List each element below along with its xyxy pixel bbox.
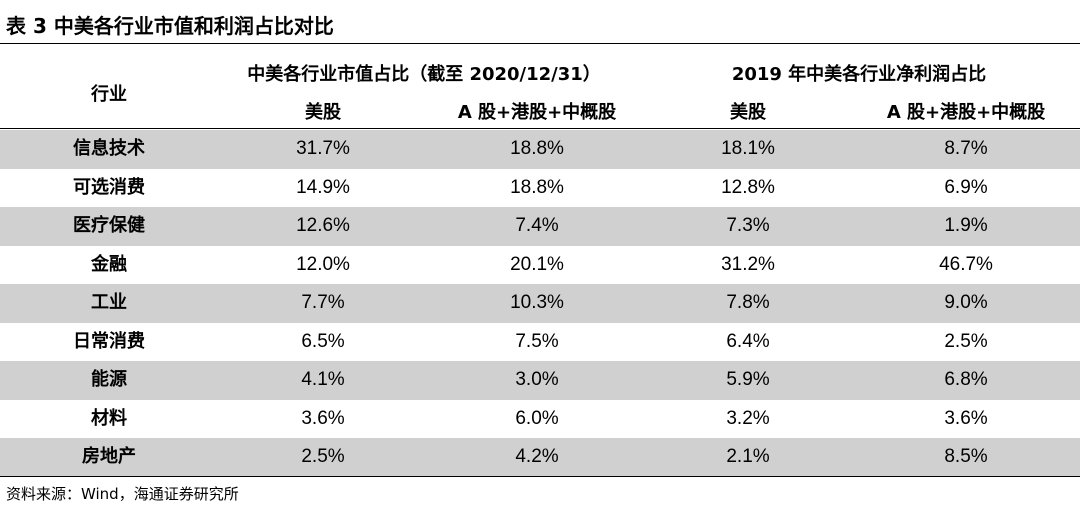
- cn-market-cap-share: 6.0%: [515, 407, 559, 429]
- table-row: 材料 3.6% 6.0% 3.2% 3.6%: [0, 400, 1080, 439]
- cn-net-profit-share: 9.0%: [944, 292, 988, 313]
- industry-name: 金融: [91, 253, 127, 275]
- industry-name: 能源: [91, 369, 127, 390]
- industry-name: 房地产: [82, 446, 136, 467]
- cn-net-profit-share: 8.5%: [944, 446, 988, 467]
- table-row: 金融 12.0% 20.1% 31.2% 46.7%: [0, 246, 1080, 285]
- table-row: 房地产 2.5% 4.2% 2.1% 8.5%: [0, 438, 1080, 477]
- us-market-cap-share: 4.1%: [301, 369, 345, 390]
- us-market-cap-share: 12.6%: [296, 215, 350, 236]
- cn-market-cap-share: 7.5%: [515, 330, 559, 352]
- us-net-profit-share: 18.1%: [721, 138, 775, 159]
- us-market-cap-share: 12.0%: [296, 253, 350, 275]
- cn-net-profit-share: 46.7%: [939, 253, 993, 275]
- header-mcap-us: 美股: [305, 102, 341, 123]
- us-net-profit-share: 31.2%: [721, 253, 775, 275]
- cn-net-profit-share: 6.9%: [944, 176, 988, 198]
- us-market-cap-share: 7.7%: [301, 292, 345, 313]
- us-net-profit-share: 5.9%: [726, 369, 770, 390]
- industry-name: 材料: [91, 407, 127, 429]
- industry-name: 日常消费: [73, 330, 145, 352]
- cn-net-profit-share: 2.5%: [944, 330, 988, 352]
- cn-net-profit-share: 1.9%: [944, 215, 988, 236]
- table-body: 信息技术 31.7% 18.8% 18.1% 8.7% 可选消费 14.9% 1…: [0, 130, 1080, 477]
- us-market-cap-share: 2.5%: [301, 446, 345, 467]
- cn-market-cap-share: 10.3%: [510, 292, 564, 313]
- header-industry: 行业: [91, 84, 127, 105]
- title-rule: [0, 43, 1080, 44]
- industry-name: 信息技术: [73, 138, 145, 159]
- table-row: 信息技术 31.7% 18.8% 18.1% 8.7%: [0, 130, 1080, 169]
- us-net-profit-share: 7.3%: [726, 215, 770, 236]
- table-row: 可选消费 14.9% 18.8% 12.8% 6.9%: [0, 169, 1080, 208]
- cn-market-cap-share: 4.2%: [515, 446, 559, 467]
- header-profit-us: 美股: [730, 102, 766, 123]
- source-note: 资料来源：Wind，海通证券研究所: [6, 485, 239, 503]
- table-row: 能源 4.1% 3.0% 5.9% 6.8%: [0, 361, 1080, 400]
- us-market-cap-share: 31.7%: [296, 138, 350, 159]
- us-net-profit-share: 12.8%: [721, 176, 775, 198]
- us-net-profit-share: 6.4%: [726, 330, 770, 352]
- us-net-profit-share: 7.8%: [726, 292, 770, 313]
- cn-market-cap-share: 7.4%: [515, 215, 559, 236]
- bottom-rule: [0, 476, 1080, 477]
- industry-name: 工业: [91, 292, 127, 313]
- table-row: 日常消费 6.5% 7.5% 6.4% 2.5%: [0, 323, 1080, 362]
- table-row: 医疗保健 12.6% 7.4% 7.3% 1.9%: [0, 207, 1080, 246]
- header-mcap-cn: A 股+港股+中概股: [457, 102, 617, 123]
- us-market-cap-share: 14.9%: [296, 176, 350, 198]
- us-market-cap-share: 3.6%: [301, 407, 345, 429]
- header-group-net-profit: 2019 年中美各行业净利润占比: [731, 64, 987, 85]
- cn-market-cap-share: 3.0%: [515, 369, 559, 390]
- table-title: 表 3 中美各行业市值和利润占比对比: [6, 14, 334, 38]
- header-group-market-cap: 中美各行业市值占比（截至 2020/12/31）: [247, 64, 601, 85]
- cn-market-cap-share: 20.1%: [510, 253, 564, 275]
- cn-net-profit-share: 3.6%: [944, 407, 988, 429]
- cn-market-cap-share: 18.8%: [510, 176, 564, 198]
- us-net-profit-share: 3.2%: [726, 407, 770, 429]
- header-profit-cn: A 股+港股+中概股: [886, 102, 1046, 123]
- us-net-profit-share: 2.1%: [726, 446, 770, 467]
- us-market-cap-share: 6.5%: [301, 330, 345, 352]
- cn-net-profit-share: 6.8%: [944, 369, 988, 390]
- industry-name: 可选消费: [73, 176, 145, 198]
- industry-name: 医疗保健: [73, 215, 145, 236]
- cn-market-cap-share: 18.8%: [510, 138, 564, 159]
- cn-net-profit-share: 8.7%: [944, 138, 988, 159]
- table-row: 工业 7.7% 10.3% 7.8% 9.0%: [0, 284, 1080, 323]
- header-rule: [0, 128, 1080, 129]
